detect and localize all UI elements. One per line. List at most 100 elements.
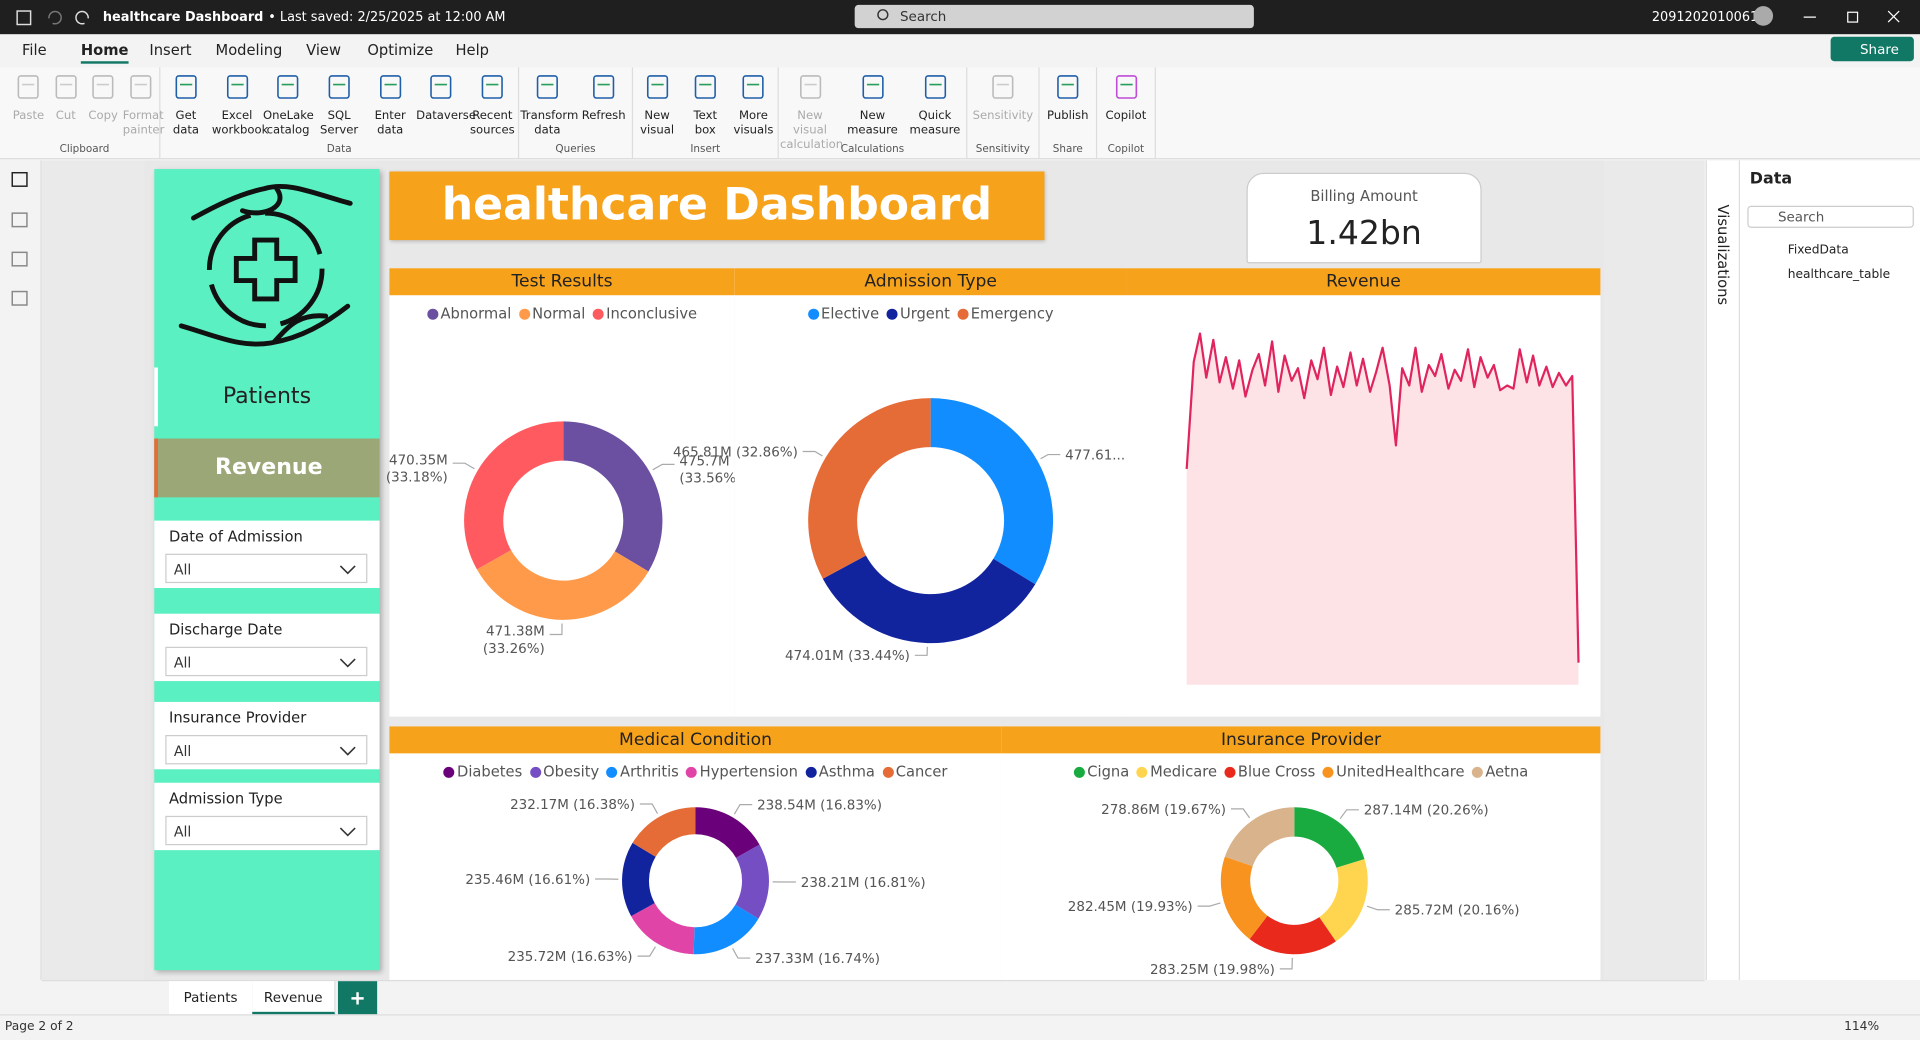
legend-item[interactable]: UnitedHealthcare [1322, 762, 1465, 782]
ribbon-button[interactable]: New visual [634, 72, 681, 138]
chevron-shape [339, 827, 356, 837]
ribbon-button[interactable]: Refresh [577, 72, 631, 138]
slicer-dropdown[interactable]: All [165, 815, 368, 846]
legend-item[interactable]: Asthma [805, 762, 875, 782]
view-icon[interactable] [11, 212, 28, 228]
ribbon-button[interactable]: Paste [11, 72, 47, 138]
kpi-value: 1.42bn [1306, 214, 1422, 253]
legend-item[interactable]: Emergency [957, 304, 1054, 324]
visualizations-tab[interactable]: Visualizations [1705, 160, 1741, 980]
legend-item[interactable]: Hypertension [686, 762, 798, 782]
ribbon-button[interactable]: New measure [842, 72, 902, 153]
legend-item[interactable]: Elective [807, 304, 879, 324]
ribbon-button[interactable]: Publish [1042, 72, 1093, 123]
page-tab[interactable]: Revenue [252, 981, 336, 1016]
data-search[interactable]: Search [1747, 205, 1914, 228]
legend-item[interactable]: Abnormal [426, 304, 512, 324]
legend-item[interactable]: Aetna [1471, 762, 1528, 782]
legend-label: UnitedHealthcare [1336, 763, 1465, 781]
legend-label: Inconclusive [606, 305, 698, 323]
menu-tab[interactable]: View [306, 41, 342, 59]
legend-item[interactable]: Diabetes [443, 762, 522, 782]
icon-shape [1115, 75, 1137, 99]
ribbon-button[interactable]: Text box [682, 72, 729, 138]
icon-shape [17, 75, 40, 99]
ribbon-button[interactable]: Format painter [123, 72, 164, 138]
ribbon-button[interactable]: Copilot [1100, 72, 1153, 123]
ribbon-button[interactable]: Quick measure [905, 72, 965, 153]
donut-slice [563, 421, 663, 572]
page-status: Page 2 of 2 [4, 1020, 74, 1034]
menu-tab[interactable]: Insert [149, 41, 192, 59]
ribbon-button[interactable]: SQL Server [314, 72, 364, 138]
ribbon-button-label: New measure [847, 109, 898, 138]
ribbon-items: Transform data Refresh [519, 67, 632, 138]
legend-item[interactable]: Arthritis [606, 762, 679, 782]
add-page[interactable] [337, 981, 378, 1016]
legend-swatch [529, 766, 541, 778]
leader-line [914, 646, 928, 656]
donut-slice [464, 421, 564, 570]
ribbon-button[interactable]: Recent sources [467, 72, 517, 138]
zoom-level: 114% [1844, 1020, 1880, 1034]
menu-tab[interactable]: Help [455, 41, 490, 59]
legend-item[interactable]: Obesity [529, 762, 599, 782]
ribbon-button[interactable]: Sensitivity [970, 72, 1036, 123]
slicer-dropdown[interactable]: All [165, 646, 368, 677]
slicer: Insurance Provider All [154, 701, 380, 770]
data-search-placeholder: Search [1777, 209, 1825, 226]
kpi-card: Billing Amount 1.42bn [1246, 172, 1482, 264]
menu-tab[interactable]: Modeling [215, 41, 283, 59]
search-box[interactable]: Search [854, 4, 1254, 29]
view-icon[interactable] [11, 290, 28, 306]
ribbon-button[interactable]: Excel workbook [212, 72, 268, 138]
legend-item[interactable]: Normal [518, 304, 585, 324]
ribbon-button[interactable]: Copy [85, 72, 121, 138]
table-item[interactable]: FixedData [1757, 243, 1916, 263]
view-rail [0, 160, 42, 980]
chevron-shape [339, 746, 356, 756]
legend-label: Abnormal [440, 305, 512, 323]
ribbon-button[interactable]: OneLake catalog [263, 72, 314, 138]
visual-title: Revenue [1326, 271, 1401, 292]
legend-item[interactable]: Urgent [886, 304, 950, 324]
view-icon[interactable] [11, 171, 28, 187]
leader-line [637, 946, 656, 957]
legend-item[interactable]: Cancer [882, 762, 947, 782]
legend-item[interactable]: Medicare [1136, 762, 1217, 782]
view-icon[interactable] [11, 251, 28, 267]
ribbon-button[interactable]: More visuals [730, 72, 777, 138]
data-label: 470.35M (33.18%) [386, 452, 448, 485]
ribbon-button[interactable]: Get data [161, 72, 211, 138]
legend-item[interactable]: Inconclusive [592, 304, 698, 324]
legend-item[interactable]: Cigna [1073, 762, 1129, 782]
menu-tab[interactable]: Optimize [367, 41, 434, 59]
ribbon-group: Transform data Refresh Queries [519, 67, 634, 159]
nav-button[interactable]: Revenue [154, 438, 380, 498]
slicer: Discharge Date All [154, 613, 380, 682]
slicer-dropdown[interactable]: All [165, 734, 368, 765]
data-label: 474.01M (33.44%) [785, 648, 910, 664]
donut-slice [1220, 856, 1268, 940]
ribbon-button[interactable]: Cut [48, 72, 84, 138]
menu-tab[interactable]: Home [80, 42, 129, 64]
visual-title: Admission Type [864, 271, 997, 292]
icon-shape [175, 75, 197, 99]
ribbon-button[interactable]: Dataverse [416, 72, 476, 138]
share-button[interactable]: Share [1830, 36, 1914, 62]
icon-shape [799, 75, 821, 99]
legend-label: Cancer [895, 763, 948, 781]
menu-tab[interactable]: File [22, 41, 47, 59]
slicer-dropdown[interactable]: All [165, 553, 368, 584]
table-item[interactable]: healthcare_table [1757, 267, 1916, 287]
ribbon-button[interactable]: Enter data [365, 72, 415, 138]
ribbon-button[interactable]: New visual calculation [780, 72, 843, 153]
data-label: 235.72M (16.63%) [508, 949, 633, 965]
legend-item[interactable]: Blue Cross [1224, 762, 1315, 782]
nav-button[interactable]: Patients [154, 367, 379, 426]
donut-slice [476, 550, 649, 620]
ribbon-group-label: Clipboard [59, 143, 110, 156]
ribbon-button[interactable]: Transform data [520, 72, 578, 138]
page-tab[interactable]: Patients [168, 981, 254, 1016]
